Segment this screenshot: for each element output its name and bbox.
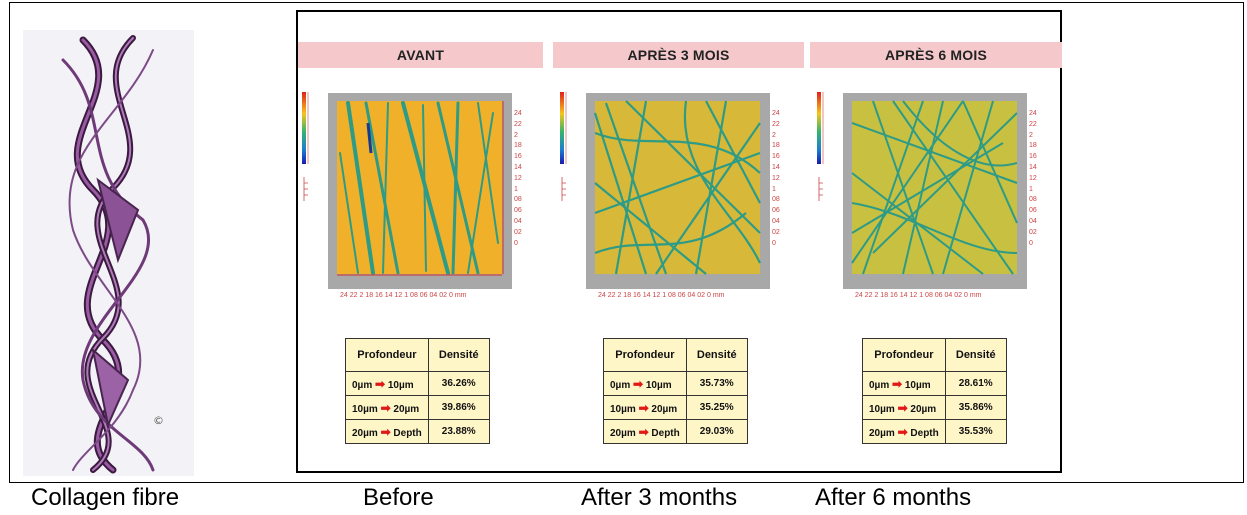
arrow-icon: ➡ xyxy=(633,376,644,391)
col-density: Densité xyxy=(427,338,490,372)
col-density: Densité xyxy=(685,338,748,372)
col-depth: Profondeur xyxy=(345,338,429,372)
arrow-icon: ➡ xyxy=(380,400,391,415)
arrow-icon: ➡ xyxy=(380,424,391,439)
col-depth: Profondeur xyxy=(862,338,946,372)
figure-frame xyxy=(9,2,1244,483)
x-ticks-2: 24 22 2 18 16 14 12 1 08 06 04 02 0 mm xyxy=(598,292,725,299)
arrow-icon: ➡ xyxy=(638,400,649,415)
caption-after-3-months: After 3 months xyxy=(581,484,738,511)
y-ticks-3: 24 22 2 18 16 14 12 1 08 06 04 02 0 xyxy=(1029,110,1037,247)
arrow-icon: ➡ xyxy=(897,424,908,439)
svg-text:©: © xyxy=(153,414,164,427)
arrow-icon: ➡ xyxy=(375,376,386,391)
surface-map-3-months xyxy=(586,93,770,289)
mini-scale-3 xyxy=(818,177,823,201)
table-row: 0µm ➡ 10µm 35.73% xyxy=(603,371,748,396)
table-row: 20µm ➡ Depth 35.53% xyxy=(862,419,1007,444)
collagen-fibre-illustration: © xyxy=(23,30,194,476)
y-ticks-2: 24 22 2 18 16 14 12 1 08 06 04 02 0 xyxy=(772,110,780,247)
table-row: 10µm ➡ 20µm 39.86% xyxy=(345,395,490,420)
arrow-icon: ➡ xyxy=(892,376,903,391)
table-row: 10µm ➡ 20µm 35.86% xyxy=(862,395,1007,420)
header-3-months: APRÈS 3 MOIS xyxy=(553,42,804,68)
surface-map-before xyxy=(328,93,512,289)
table-row: 0µm ➡ 10µm 28.61% xyxy=(862,371,1007,396)
caption-before: Before xyxy=(363,484,434,511)
table-row: 20µm ➡ Depth 23.88% xyxy=(345,419,490,444)
surface-map-6-months xyxy=(843,93,1027,289)
density-table-6-months: Profondeur Densité 0µm ➡ 10µm 28.61% 10µm … xyxy=(862,338,1007,444)
caption-collagen: Collagen fibre xyxy=(31,484,180,511)
caption-after-6-months: After 6 months xyxy=(815,484,972,511)
x-ticks-1: 24 22 2 18 16 14 12 1 08 06 04 02 0 mm xyxy=(340,292,467,299)
header-avant: AVANT xyxy=(298,42,543,68)
arrow-icon: ➡ xyxy=(638,424,649,439)
arrow-icon: ➡ xyxy=(897,400,908,415)
table-row: 10µm ➡ 20µm 35.25% xyxy=(603,395,748,420)
color-scale-1 xyxy=(302,92,309,164)
table-row: 20µm ➡ Depth 29.03% xyxy=(603,419,748,444)
microscopy-panel: AVANT APRÈS 3 MOIS APRÈS 6 MOIS xyxy=(296,10,1062,473)
mini-scale-1 xyxy=(303,177,308,201)
col-depth: Profondeur xyxy=(603,338,687,372)
table-row: 0µm ➡ 10µm 36.26% xyxy=(345,371,490,396)
density-table-before: Profondeur Densité 0µm ➡ 10µm 36.26% 10µm … xyxy=(345,338,490,444)
density-table-3-months: Profondeur Densité 0µm ➡ 10µm 35.73% 10µm … xyxy=(603,338,748,444)
y-ticks-1: 24 22 2 18 16 14 12 1 08 06 04 02 0 xyxy=(514,110,522,247)
mini-scale-2 xyxy=(561,177,566,201)
color-scale-3 xyxy=(817,92,824,164)
x-ticks-3: 24 22 2 18 16 14 12 1 08 06 04 02 0 mm xyxy=(855,292,982,299)
color-scale-2 xyxy=(560,92,567,164)
col-density: Densité xyxy=(944,338,1007,372)
header-6-months: APRÈS 6 MOIS xyxy=(810,42,1062,68)
